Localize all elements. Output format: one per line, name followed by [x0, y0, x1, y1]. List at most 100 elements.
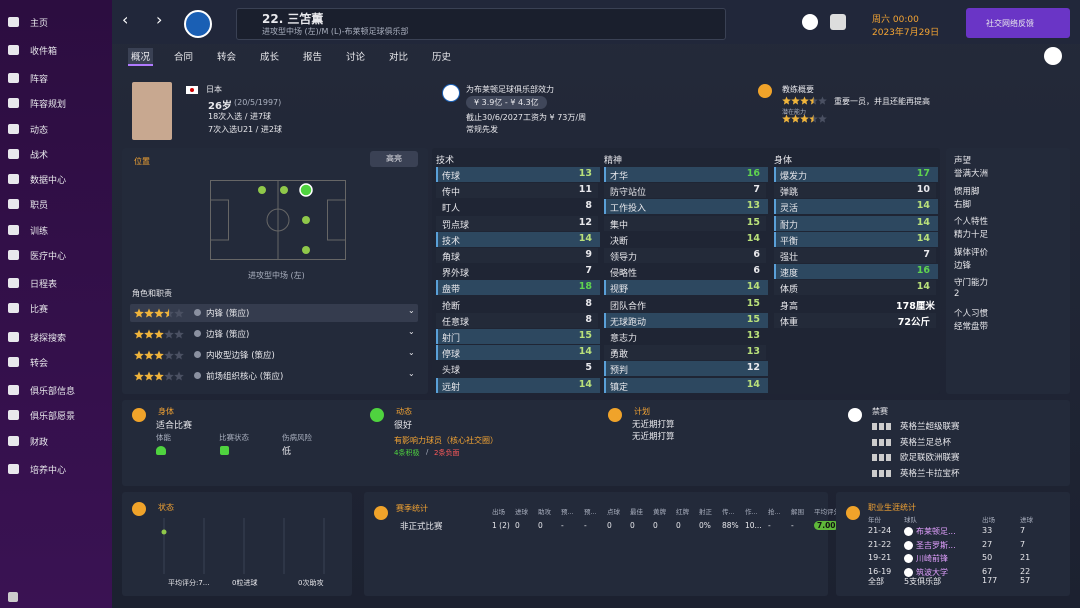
nav-item[interactable]: 俱乐部信息: [30, 387, 76, 397]
stat-cell: -: [791, 521, 794, 530]
attribute-name: 视野: [610, 285, 629, 296]
condition-title[interactable]: 身体: [158, 407, 174, 416]
attribute-row: [604, 248, 766, 263]
settings-button[interactable]: [830, 14, 846, 30]
stat-header: 黄牌: [653, 508, 666, 516]
nav-item[interactable]: 转会: [30, 359, 49, 369]
nav-item[interactable]: 阵容规划: [30, 100, 67, 110]
form-title[interactable]: 状态: [158, 503, 174, 512]
status-row: [122, 400, 1070, 486]
attribute-name: 勇敢: [610, 350, 629, 361]
stat-header: 解围: [791, 508, 804, 516]
attribute-row: [604, 183, 766, 199]
role-dropdown[interactable]: ⌄: [408, 327, 415, 336]
back-button[interactable]: ‹: [122, 10, 129, 29]
stat-cell: 0: [653, 521, 658, 530]
nav-item[interactable]: 主页: [30, 19, 49, 29]
detail-label: 惯用脚: [954, 186, 980, 197]
tab[interactable]: 讨论: [346, 52, 366, 63]
detail-value: 精力十足: [954, 230, 989, 240]
role-dropdown[interactable]: ⌄: [408, 306, 415, 315]
ban-icon: [872, 454, 892, 461]
nav-item[interactable]: 阵容: [30, 75, 49, 85]
nav-icon: [8, 332, 19, 342]
nav-item[interactable]: 数据中心: [30, 176, 67, 186]
attribute-value: 14: [746, 281, 760, 293]
career-cell: 16-19: [868, 566, 892, 576]
attribute-row: [436, 361, 598, 377]
nav-item[interactable]: 球探搜索: [30, 334, 67, 344]
tab[interactable]: 历史: [432, 52, 452, 63]
dynamics-title[interactable]: 动态: [396, 407, 412, 416]
plan-line: 无近期打算: [632, 420, 675, 430]
career-total: 177: [982, 576, 998, 585]
highlight-button[interactable]: 高亮: [370, 151, 418, 167]
attribute-row: [774, 215, 938, 231]
forward-button[interactable]: ›: [156, 10, 163, 29]
career-cell: 布莱顿足...: [916, 527, 956, 536]
career-cell: 19-21: [868, 553, 892, 562]
tab[interactable]: 概况: [128, 48, 154, 66]
club-heading: 为布莱顿足球俱乐部效力: [466, 85, 554, 94]
role-dropdown[interactable]: ⌄: [408, 348, 415, 357]
player-name: 22. 三笘薫: [262, 12, 324, 26]
tab-bar: 概况 合同 转会 成长 报告 讨论 对比 历史: [112, 44, 1080, 68]
form-panel: [122, 492, 352, 596]
career-title[interactable]: 职业生涯统计: [868, 503, 916, 512]
stat-header: 作...: [745, 508, 758, 516]
nav-icon: [8, 278, 19, 288]
stat-cell: -: [584, 521, 587, 530]
nav-item[interactable]: 俱乐部愿景: [30, 412, 76, 422]
career-header: 球队: [904, 516, 917, 524]
dynamics-icon: [370, 408, 384, 422]
tab[interactable]: 报告: [303, 52, 323, 63]
profile-button[interactable]: [1044, 47, 1062, 65]
form-average: 平均评分:7...: [168, 579, 210, 587]
nav-item[interactable]: 训练: [30, 227, 49, 237]
season-title[interactable]: 赛季统计: [396, 504, 428, 513]
role-dropdown[interactable]: ⌄: [408, 369, 415, 378]
detail-label: 声望: [954, 156, 972, 166]
career-cell: 7: [1020, 526, 1026, 535]
stat-header: 进球: [515, 508, 528, 516]
tab[interactable]: 合同: [174, 52, 194, 63]
nav-icon: [8, 303, 19, 313]
attribute-value: 10: [916, 184, 930, 196]
attribute-name: 耐力: [780, 220, 799, 231]
negative: 2条负面: [434, 449, 460, 457]
feedback-button[interactable]: [966, 8, 1070, 38]
player-search-box[interactable]: [236, 8, 726, 40]
nav-item[interactable]: 医疗中心: [30, 252, 67, 262]
sidebar: 主页收件箱阵容阵容规划动态战术数据中心职员训练医疗中心日程表比赛球探搜索转会俱乐…: [0, 0, 112, 608]
stat-header: 出场: [492, 508, 505, 516]
attribute-value: 13: [746, 200, 760, 212]
attribute-row: [774, 312, 936, 328]
nav-item[interactable]: 日程表: [30, 280, 58, 290]
stat-header: 红牌: [676, 508, 689, 516]
attribute-row: [774, 280, 936, 296]
tab[interactable]: 成长: [260, 52, 280, 63]
attribute-value: 15: [746, 216, 760, 228]
attribute-row: [604, 296, 766, 312]
nav-item[interactable]: 战术: [30, 151, 49, 161]
tab[interactable]: 转会: [217, 52, 237, 63]
attribute-name: 任意球: [442, 317, 470, 328]
attribute-value: 12: [578, 216, 592, 228]
star-rating: [782, 114, 827, 123]
plans-title[interactable]: 计划: [634, 407, 650, 416]
attribute-name: 技术: [442, 236, 461, 247]
day-time: 周六 00:00: [872, 15, 919, 25]
attribute-name: 爆发力: [780, 172, 808, 182]
tab[interactable]: 对比: [389, 52, 409, 63]
nav-item[interactable]: 比赛: [30, 305, 49, 315]
nav-item[interactable]: 培养中心: [30, 466, 67, 476]
nav-item[interactable]: 职员: [30, 201, 49, 211]
position-label[interactable]: 位置: [134, 157, 150, 166]
attribute-row: [604, 361, 768, 377]
help-button[interactable]: [802, 14, 818, 30]
role-row[interactable]: [130, 304, 418, 322]
nav-item[interactable]: 财政: [30, 438, 49, 448]
nav-item[interactable]: 动态: [30, 126, 49, 136]
attribute-name: 侵略性: [610, 269, 638, 280]
nav-item[interactable]: 收件箱: [30, 47, 58, 57]
